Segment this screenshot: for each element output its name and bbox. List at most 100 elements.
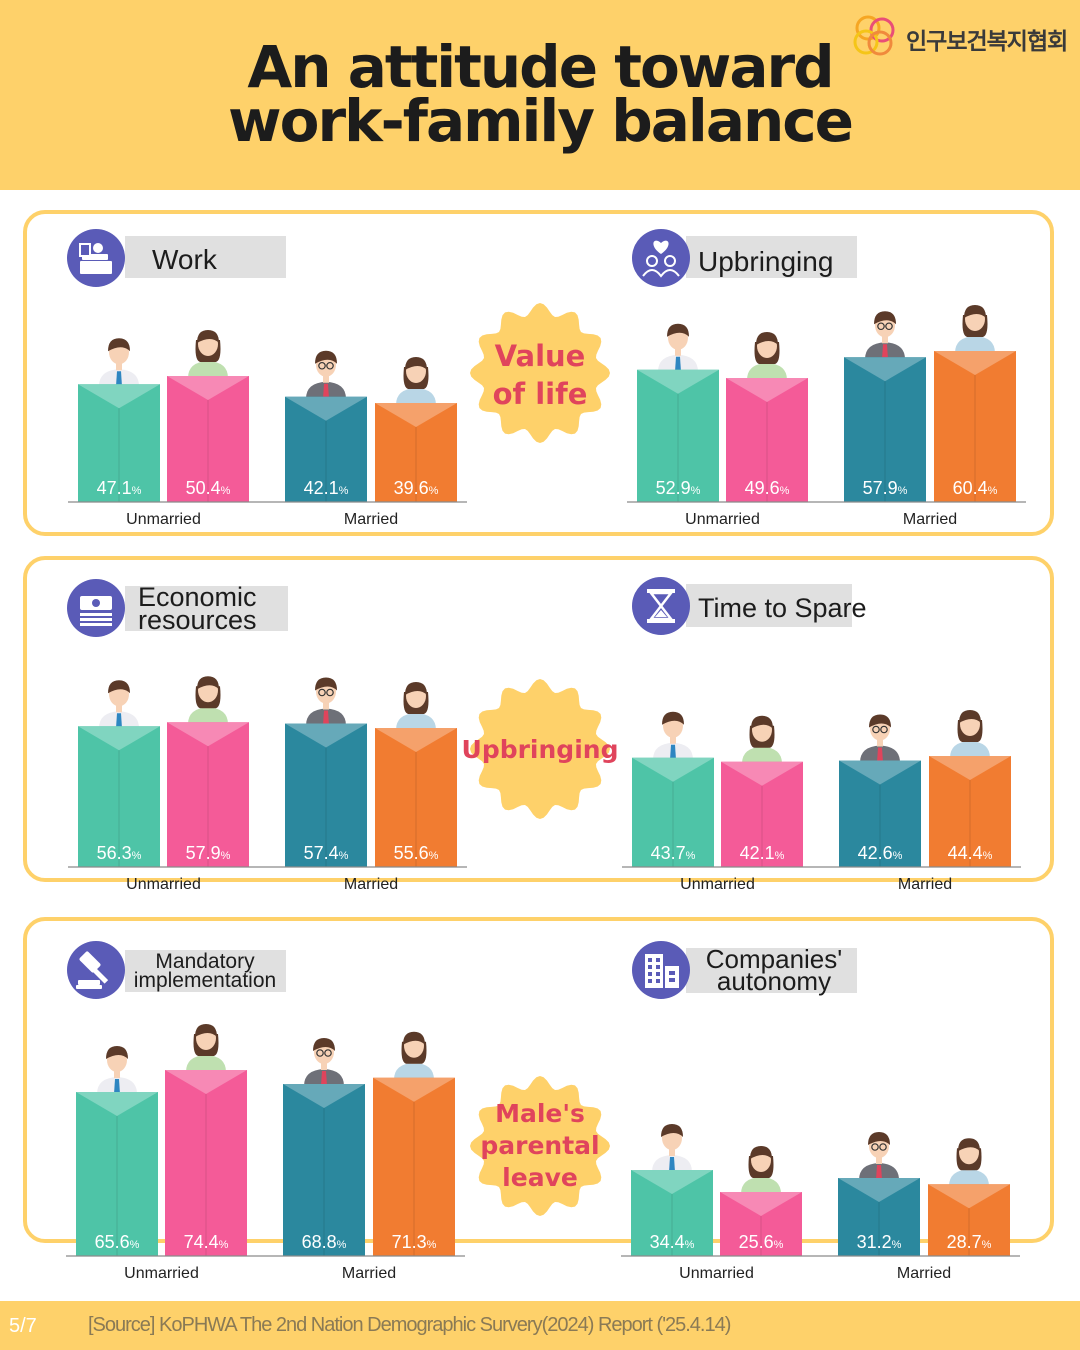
tie bbox=[323, 383, 329, 399]
source-citation: [Source] KoPHWA The 2nd Nation Demograph… bbox=[88, 1314, 731, 1336]
center-badge-2: Male's parental leave bbox=[470, 1076, 610, 1216]
torso bbox=[188, 361, 228, 378]
bar-unmarried-female: 42.1% bbox=[721, 715, 803, 867]
flower-badge bbox=[470, 1076, 610, 1216]
torso bbox=[955, 336, 995, 353]
chart-title-line: Time to Spare bbox=[698, 593, 867, 623]
chart-title-line: resources bbox=[138, 605, 257, 635]
chart-work: Work 47.1% 50.4% 42.1% 39.6% Unmarried Married bbox=[67, 229, 467, 528]
torso bbox=[396, 388, 436, 405]
torso bbox=[950, 741, 990, 758]
bar-unmarried-male: 52.9% bbox=[637, 323, 719, 502]
bar-top-facet bbox=[285, 396, 367, 421]
kophwa-logo: 인구보건복지협회 bbox=[850, 12, 1070, 60]
chart-title-box bbox=[125, 950, 286, 992]
glasses-left bbox=[877, 322, 885, 331]
torso bbox=[949, 1169, 989, 1187]
neck bbox=[116, 362, 122, 371]
bar-top-facet bbox=[167, 376, 249, 400]
hair bbox=[667, 323, 689, 337]
hair bbox=[756, 332, 778, 345]
bar-top-facet bbox=[285, 723, 367, 748]
bar-top-facet bbox=[76, 1092, 158, 1116]
glasses-right bbox=[324, 1049, 332, 1057]
rings-logo-icon bbox=[853, 15, 895, 56]
neck bbox=[323, 701, 329, 710]
neck bbox=[323, 374, 329, 383]
bar-married-female: 55.6% bbox=[375, 682, 457, 867]
value-label: 42.1% bbox=[304, 478, 349, 498]
torso bbox=[742, 746, 782, 764]
title-line-1: An attitude toward bbox=[247, 33, 834, 101]
chart-title-line: Mandatory bbox=[155, 950, 255, 973]
center-badge-0: Value of life bbox=[470, 303, 610, 443]
hair bbox=[197, 676, 219, 690]
footer-bar: 5/7 [Source] KoPHWA The 2nd Nation Demog… bbox=[0, 1301, 1080, 1350]
bar-unmarried-female: 49.6% bbox=[726, 332, 808, 502]
value-label: 34.4% bbox=[650, 1232, 695, 1252]
chart-title-line: Companies' bbox=[706, 944, 842, 974]
value-label: 57.9% bbox=[186, 843, 231, 863]
value-label: 42.6% bbox=[858, 843, 903, 863]
bar-married-female: 60.4% bbox=[934, 305, 1016, 502]
category-label: Unmarried bbox=[685, 511, 760, 528]
tie bbox=[877, 747, 883, 763]
bar-top-facet bbox=[167, 722, 249, 747]
value-label: 31.2% bbox=[857, 1232, 902, 1252]
center-label-line: of life bbox=[493, 377, 588, 411]
value-label: 43.7% bbox=[651, 843, 696, 863]
glasses-left bbox=[318, 688, 326, 697]
center-label-line: Male's bbox=[495, 1099, 585, 1128]
neck bbox=[669, 1148, 675, 1156]
value-label: 71.3% bbox=[392, 1232, 437, 1252]
bar-top-facet bbox=[726, 378, 808, 402]
hair bbox=[661, 1124, 683, 1137]
center-badge-1: Upbringing bbox=[462, 679, 618, 819]
torso bbox=[747, 363, 787, 380]
value-label: 55.6% bbox=[394, 843, 439, 863]
tie bbox=[882, 344, 888, 360]
hair bbox=[108, 338, 130, 352]
bar-unmarried-female: 74.4% bbox=[165, 1024, 247, 1256]
chart-title-line: autonomy bbox=[717, 966, 831, 996]
neck bbox=[876, 1156, 882, 1164]
bar-unmarried-male: 56.3% bbox=[78, 680, 160, 867]
chart-title-box bbox=[686, 236, 857, 278]
value-label: 42.1% bbox=[740, 843, 785, 863]
torso bbox=[741, 1177, 781, 1194]
bar-unmarried-female: 50.4% bbox=[167, 330, 249, 502]
glasses-right bbox=[326, 361, 334, 370]
bar-unmarried-female: 57.9% bbox=[167, 676, 249, 867]
bar-top-facet bbox=[929, 756, 1011, 780]
hair bbox=[964, 305, 986, 318]
value-label: 47.1% bbox=[97, 478, 142, 498]
value-label: 60.4% bbox=[953, 478, 998, 498]
category-label: Unmarried bbox=[126, 876, 201, 893]
category-label: Married bbox=[903, 511, 957, 528]
torso bbox=[188, 707, 228, 725]
center-label-line: leave bbox=[502, 1163, 578, 1192]
torso bbox=[186, 1055, 226, 1072]
glasses-right bbox=[885, 322, 893, 331]
torso bbox=[394, 1062, 434, 1080]
value-label: 39.6% bbox=[394, 478, 439, 498]
chart-title-line: Work bbox=[152, 244, 218, 275]
chart-title-line: implementation bbox=[134, 969, 276, 992]
hair bbox=[315, 677, 337, 691]
neck bbox=[321, 1062, 327, 1070]
tie bbox=[116, 371, 122, 387]
bar-unmarried-male: 43.7% bbox=[632, 711, 714, 867]
bar-unmarried-male: 34.4% bbox=[631, 1124, 713, 1256]
bar-top-facet bbox=[928, 1184, 1010, 1209]
title-line-2: work-family balance bbox=[228, 87, 854, 155]
neck bbox=[882, 335, 888, 344]
tie bbox=[670, 744, 676, 760]
value-label: 50.4% bbox=[186, 478, 231, 498]
glasses-left bbox=[316, 1049, 324, 1057]
hair bbox=[108, 680, 130, 694]
value-label: 25.6% bbox=[739, 1232, 784, 1252]
bar-top-facet bbox=[844, 357, 926, 382]
